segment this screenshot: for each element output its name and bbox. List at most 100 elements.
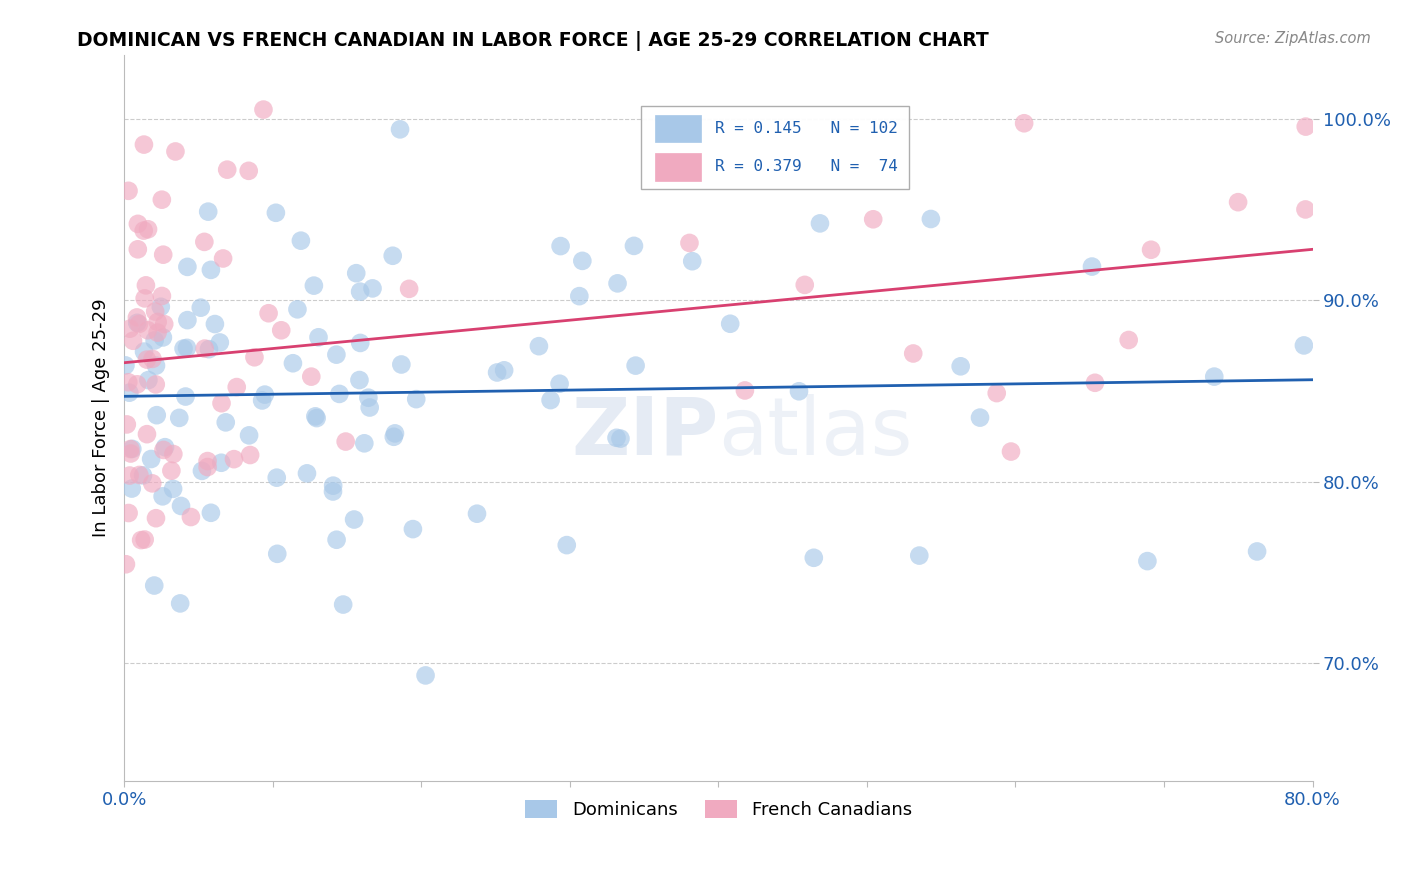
Point <box>191 464 214 478</box>
Point <box>1084 376 1107 390</box>
Point <box>305 411 328 425</box>
Point <box>118 468 141 483</box>
Point <box>1140 243 1163 257</box>
Point <box>121 442 143 456</box>
Point <box>174 390 197 404</box>
Point <box>357 391 380 405</box>
Point <box>136 323 159 337</box>
Point <box>1294 202 1316 217</box>
Point <box>266 547 288 561</box>
Point <box>808 216 831 230</box>
Point <box>353 436 375 450</box>
Point <box>1000 444 1022 458</box>
Text: Source: ZipAtlas.com: Source: ZipAtlas.com <box>1215 31 1371 46</box>
Point <box>225 380 247 394</box>
Point <box>145 511 167 525</box>
Point <box>193 235 215 249</box>
Point <box>253 387 276 401</box>
Point <box>160 464 183 478</box>
Point <box>176 341 198 355</box>
Point <box>415 668 437 682</box>
Point <box>121 482 143 496</box>
Point <box>197 454 219 468</box>
Point <box>527 339 550 353</box>
Point <box>250 393 273 408</box>
Point <box>325 533 347 547</box>
Point <box>197 204 219 219</box>
Point <box>803 550 825 565</box>
Point <box>132 224 155 238</box>
Point <box>204 317 226 331</box>
Point <box>295 467 318 481</box>
Text: atlas: atlas <box>718 393 912 472</box>
Point <box>1246 544 1268 558</box>
Point <box>1118 333 1140 347</box>
Point <box>153 440 176 454</box>
Point <box>120 446 142 460</box>
Point <box>908 549 931 563</box>
Point <box>150 193 173 207</box>
Point <box>146 326 169 340</box>
Point <box>1012 116 1035 130</box>
Point <box>208 335 231 350</box>
Point <box>127 217 149 231</box>
Point <box>127 242 149 256</box>
Point <box>134 292 156 306</box>
Point <box>381 249 404 263</box>
Point <box>1295 120 1317 134</box>
Point <box>127 377 149 392</box>
Point <box>194 342 217 356</box>
Point <box>384 426 406 441</box>
Point <box>609 432 631 446</box>
Point <box>266 471 288 485</box>
Point <box>332 598 354 612</box>
Point <box>153 317 176 331</box>
Point <box>681 254 703 268</box>
Point <box>132 344 155 359</box>
Point <box>405 392 427 406</box>
Point <box>152 248 174 262</box>
Point <box>215 415 238 429</box>
Point <box>548 376 571 391</box>
Point <box>252 103 274 117</box>
Point <box>152 330 174 344</box>
Text: ZIP: ZIP <box>571 393 718 472</box>
Point <box>115 558 138 572</box>
Point <box>169 410 191 425</box>
Point <box>118 385 141 400</box>
Point <box>138 373 160 387</box>
Point <box>162 482 184 496</box>
Point <box>238 164 260 178</box>
Point <box>281 356 304 370</box>
Point <box>486 366 509 380</box>
Point <box>1204 369 1226 384</box>
Point <box>136 427 159 442</box>
Point <box>389 358 412 372</box>
Point <box>118 321 141 335</box>
Point <box>302 278 325 293</box>
Point <box>325 348 347 362</box>
Legend: Dominicans, French Canadians: Dominicans, French Canadians <box>517 793 920 826</box>
Point <box>359 401 381 415</box>
Point <box>149 300 172 314</box>
Point <box>115 417 138 432</box>
Point <box>165 145 187 159</box>
FancyBboxPatch shape <box>655 153 700 181</box>
FancyBboxPatch shape <box>641 106 908 189</box>
Point <box>132 468 155 483</box>
Point <box>128 467 150 482</box>
Point <box>152 442 174 457</box>
Point <box>122 334 145 348</box>
Point <box>257 306 280 320</box>
Point <box>290 234 312 248</box>
Point <box>146 315 169 329</box>
Point <box>162 447 184 461</box>
Point <box>143 304 166 318</box>
Point <box>125 310 148 325</box>
Point <box>349 335 371 350</box>
Point <box>143 578 166 592</box>
Point <box>117 376 139 390</box>
Point <box>678 235 700 250</box>
Point <box>212 252 235 266</box>
Point <box>349 285 371 299</box>
